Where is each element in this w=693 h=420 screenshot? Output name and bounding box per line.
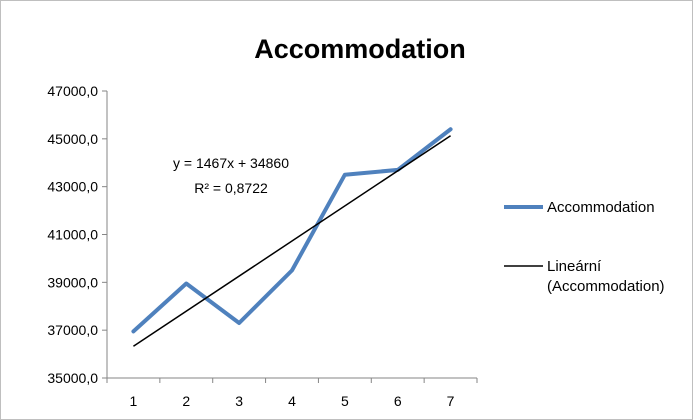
chart-title: Accommodation: [254, 34, 466, 64]
x-tick-label: 1: [130, 393, 138, 409]
y-tick-label: 39000,0: [47, 274, 98, 290]
y-tick-label: 45000,0: [47, 131, 98, 147]
trendline: [133, 135, 451, 347]
legend-series-label: Accommodation: [547, 199, 655, 216]
y-tick-label: 47000,0: [47, 83, 98, 99]
x-axis: 1 2 3 4 5 6 7: [106, 377, 478, 409]
trendline-equation: y = 1467x + 34860: [173, 155, 289, 171]
y-tick-label: 37000,0: [47, 322, 98, 338]
legend-trendline-label-2: (Accommodation): [547, 278, 665, 295]
y-tick-label: 35000,0: [47, 370, 98, 386]
trendline-layer: [133, 135, 451, 347]
x-tick-label: 7: [447, 393, 455, 409]
trendline-r-squared: R² = 0,8722: [194, 180, 268, 196]
x-tick-label: 4: [288, 393, 296, 409]
x-tick-label: 3: [235, 393, 243, 409]
legend-trendline-label-1: Lineární: [547, 258, 602, 275]
x-tick-label: 6: [394, 393, 402, 409]
legend: Accommodation Lineární (Accommodation): [504, 199, 665, 295]
x-tick-label: 2: [182, 393, 190, 409]
y-tick-label: 41000,0: [47, 227, 98, 243]
series-layer: [131, 127, 453, 334]
x-tick-label: 5: [341, 393, 349, 409]
y-axis: 35000,0 37000,0 39000,0 41000,0 43000,0 45000…: [47, 83, 108, 386]
y-tick-label: 43000,0: [47, 179, 98, 195]
